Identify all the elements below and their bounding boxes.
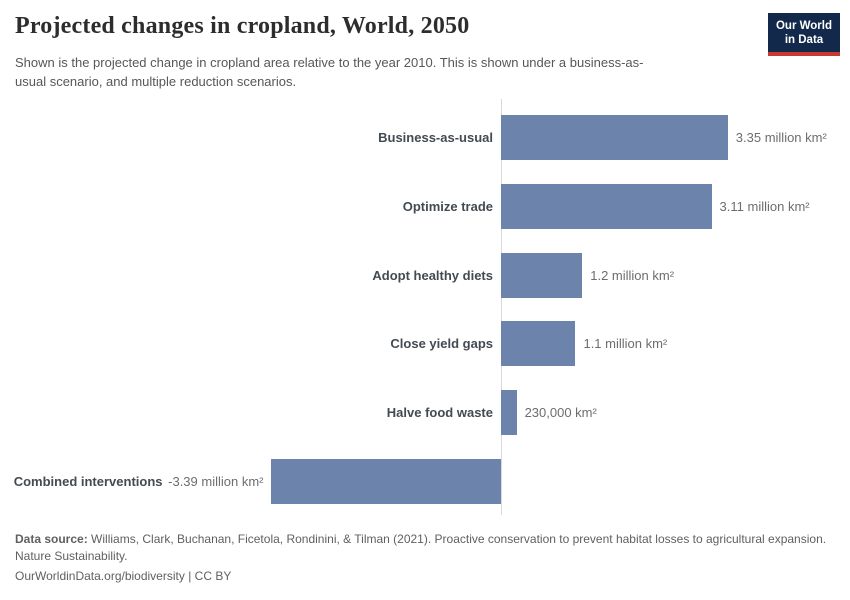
category-label-close-yield-gaps: Close yield gaps (390, 336, 493, 351)
footer-separator: | (188, 569, 192, 583)
data-source-note: Data source: Williams, Clark, Buchanan, … (15, 531, 827, 565)
bar-business-as-usual[interactable] (501, 115, 728, 160)
footer-link[interactable]: OurWorldinData.org/biodiversity (15, 569, 185, 583)
owid-logo-line2: in Data (784, 34, 824, 46)
category-label-combined-interventions: Combined interventions (13, 474, 163, 489)
axis-baseline (501, 99, 502, 515)
bar-close-yield-gaps[interactable] (501, 321, 576, 366)
chart-subtitle: Shown is the projected change in croplan… (15, 55, 644, 89)
owid-logo: Our World in Data (768, 13, 840, 56)
value-label-optimize-trade: 3.11 million km² (719, 199, 810, 214)
page-title: Projected changes in cropland, World, 20… (15, 13, 470, 39)
value-label-business-as-usual: 3.35 million km² (735, 130, 827, 145)
bar-combined-interventions[interactable] (271, 459, 501, 504)
value-label-combined-interventions: -3.39 million km² (168, 474, 264, 489)
value-label-close-yield-gaps: 1.1 million km² (583, 336, 668, 351)
category-label-halve-food-waste: Halve food waste (386, 405, 493, 420)
category-label-business-as-usual: Business-as-usual (378, 130, 493, 145)
bar-adopt-healthy-diets[interactable] (501, 253, 583, 298)
value-label-halve-food-waste: 230,000 km² (524, 405, 597, 420)
footer-license-line: OurWorldinData.org/biodiversity | CC BY (15, 568, 231, 584)
bar-optimize-trade[interactable] (501, 184, 712, 229)
category-label-adopt-healthy-diets: Adopt healthy diets (372, 268, 493, 283)
value-label-adopt-healthy-diets: 1.2 million km² (590, 268, 675, 283)
footer-license: CC BY (194, 569, 232, 583)
category-label-optimize-trade: Optimize trade (402, 199, 493, 214)
bar-halve-food-waste[interactable] (501, 390, 517, 435)
data-source-text: Williams, Clark, Buchanan, Ficetola, Ron… (15, 532, 827, 563)
data-source-label: Data source: (15, 532, 88, 546)
owid-logo-line1: Our World (775, 20, 832, 32)
